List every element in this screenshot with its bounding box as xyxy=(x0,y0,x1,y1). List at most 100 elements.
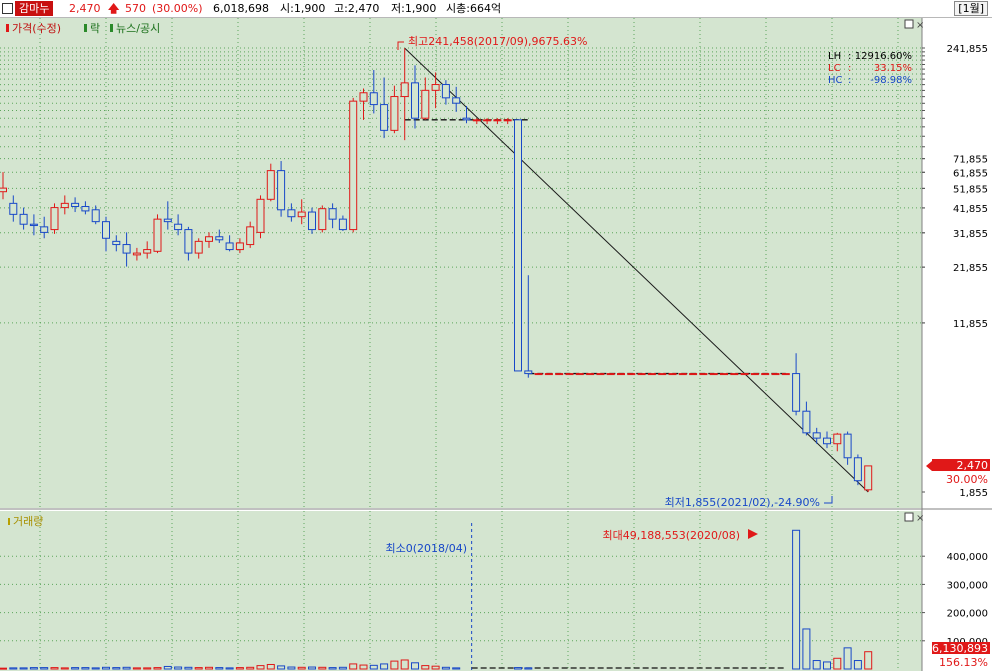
stat-lc-value: 33.15% xyxy=(874,63,912,74)
candle-body xyxy=(122,244,131,254)
candle-body xyxy=(586,373,595,376)
candle-body xyxy=(50,207,59,231)
candle-body xyxy=(617,373,625,376)
volume-bar xyxy=(812,660,821,670)
candle-body xyxy=(287,209,296,218)
volume-panel-close-icon[interactable]: × xyxy=(916,513,924,524)
volume-bar xyxy=(81,667,90,670)
candle-body xyxy=(483,119,492,122)
volume-bar xyxy=(277,665,286,670)
candle-body xyxy=(658,373,667,376)
volume-bar xyxy=(853,660,862,670)
candle-body xyxy=(81,206,90,212)
last-volume-value: 6,130,893 xyxy=(932,642,988,655)
candle-body xyxy=(853,457,862,482)
min-annotation: 최저1,855(2021/02),-24.90% xyxy=(665,496,820,509)
volume-legend-swatch xyxy=(8,518,10,525)
volume-bar xyxy=(411,662,419,670)
candle-body xyxy=(328,208,337,220)
candle-body xyxy=(843,433,852,459)
volume-bar xyxy=(29,667,38,670)
candle-body xyxy=(720,373,728,376)
candle-body xyxy=(390,96,399,131)
volume-bar xyxy=(338,666,347,670)
axis-background xyxy=(922,18,992,671)
stat-lc-sep: : xyxy=(848,63,851,74)
symbol-label[interactable]: 감마누 xyxy=(15,1,54,16)
candle-body xyxy=(380,104,389,131)
price-panel-close-icon[interactable]: × xyxy=(916,20,924,31)
candle-body xyxy=(256,198,265,233)
candle-body xyxy=(19,213,28,225)
last-price-tag xyxy=(932,459,990,471)
axes: 241,855 71,855 61,855 51,855 41,855 31,855 21,… xyxy=(0,18,992,671)
candle-body xyxy=(730,373,739,376)
candle-body xyxy=(9,202,18,215)
candle-body xyxy=(864,465,873,491)
candle-body xyxy=(174,223,183,231)
candle-body xyxy=(215,236,224,241)
candle-body xyxy=(575,373,584,376)
candle-body xyxy=(627,373,636,376)
candle-body xyxy=(555,373,564,376)
last-pct-value: 30.00% xyxy=(946,473,988,486)
low-value: 저:1,900 xyxy=(391,2,437,15)
candle-body xyxy=(308,211,316,231)
volume-bar xyxy=(380,663,389,670)
window-checkbox[interactable] xyxy=(2,3,13,14)
candle-body xyxy=(235,242,244,251)
volume-axis-label: 300,000 xyxy=(947,580,988,591)
max-annotation: 최고241,458(2017/09),9675.63% xyxy=(408,35,587,48)
price-axis-label: 41,855 xyxy=(953,204,988,215)
volume-bar xyxy=(266,663,275,670)
candle-body xyxy=(771,373,780,376)
candle-body xyxy=(452,97,461,104)
volume-bar xyxy=(143,667,152,670)
volume-bar xyxy=(431,665,440,670)
volume-bar xyxy=(390,660,399,670)
candle-body xyxy=(71,202,80,208)
last-price-value: 2,470 xyxy=(957,459,989,472)
period-selector[interactable]: [1월] xyxy=(954,1,988,16)
volume-max-annotation: 최대49,188,553(2020/08) xyxy=(602,529,740,542)
last-volume-tag xyxy=(932,642,990,654)
volume-legend[interactable]: 거래량 xyxy=(13,515,43,528)
price-legend-0[interactable]: 가격(수정) xyxy=(12,22,61,35)
candle-body xyxy=(421,89,430,119)
candle-body xyxy=(359,92,368,102)
volume-bar xyxy=(112,667,121,670)
volume-bar xyxy=(40,667,49,670)
volume-max-arrow-icon xyxy=(748,529,758,539)
stat-hc-value: -98.98% xyxy=(870,75,912,86)
price-legend-2[interactable]: 뉴스/공시 xyxy=(116,22,160,35)
candle-body xyxy=(699,373,708,376)
volume-bar xyxy=(9,667,18,670)
candle-body xyxy=(102,221,110,239)
volume-bar xyxy=(235,667,244,670)
volume-bar xyxy=(524,667,533,670)
volume-bar xyxy=(359,664,368,670)
candle-body xyxy=(678,373,687,376)
candle-body xyxy=(91,209,100,223)
volume-bar xyxy=(864,651,873,670)
candle-body xyxy=(514,119,522,372)
stat-lh-sep: : xyxy=(848,51,851,62)
volume-bar xyxy=(441,666,450,670)
high-value: 고:2,470 xyxy=(334,2,380,15)
candle-body xyxy=(689,373,698,376)
volume-bar xyxy=(400,659,409,670)
volume-bar xyxy=(318,666,327,670)
price-panel-minimize-icon[interactable] xyxy=(904,19,914,29)
volume-bar xyxy=(452,667,461,670)
candle-body xyxy=(163,218,172,223)
price-legend-swatch xyxy=(6,24,9,32)
price-legend-1[interactable]: 락 xyxy=(90,22,100,35)
candle-body xyxy=(565,373,574,376)
candle-body xyxy=(132,252,141,256)
volume-bar xyxy=(163,665,172,670)
candle-body xyxy=(40,226,49,233)
volume-bar xyxy=(802,628,811,670)
candle-body xyxy=(369,92,378,106)
volume-panel-minimize-icon[interactable] xyxy=(904,512,914,522)
candle-body xyxy=(833,433,842,445)
